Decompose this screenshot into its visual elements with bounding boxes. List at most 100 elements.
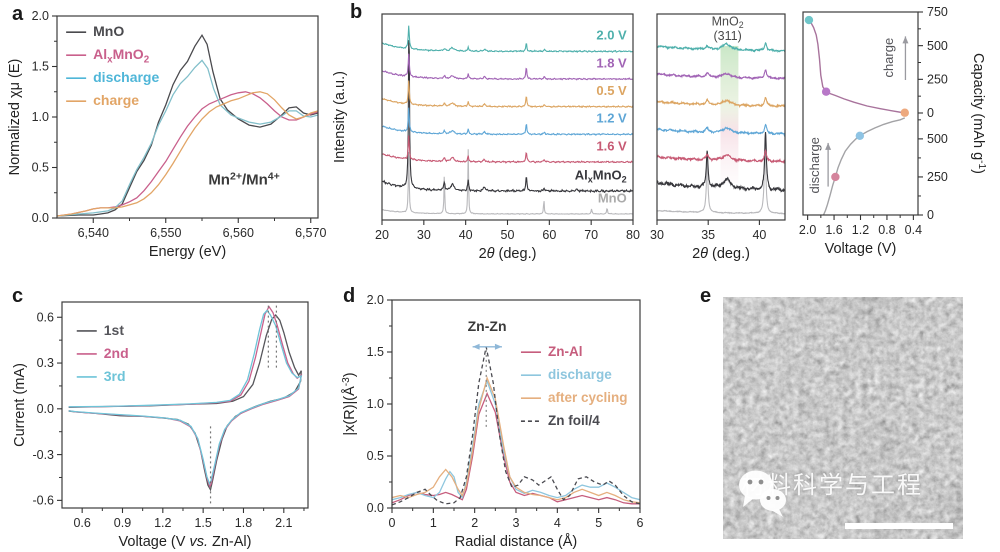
voltage-marker: [821, 87, 831, 96]
voltage-marker: [804, 15, 814, 25]
x-tick-label: 30: [417, 228, 431, 242]
x-axis-label: Voltage (V): [825, 241, 897, 257]
annotation-text: Mn2+/Mn4+: [208, 171, 279, 189]
y-tick-label: 1.0: [32, 110, 49, 124]
y-tick-label: -0.3: [32, 448, 54, 462]
plot-area: [57, 33, 318, 217]
xrd-trace: [382, 80, 633, 109]
x-tick-label: 0.4: [905, 223, 922, 237]
x-tick-label: 1.5: [194, 516, 211, 530]
arrowhead: [902, 36, 909, 44]
x-axis-label: Energy (eV): [149, 244, 226, 260]
series-line-charge: [57, 91, 318, 217]
x-tick-label: 6,570: [295, 226, 326, 240]
x-axis-label: Radial distance (Å): [455, 533, 578, 550]
x-tick-label: 1: [430, 516, 437, 530]
xrd-trace-label: 2.0 V: [596, 28, 627, 43]
wechat-icon: [739, 470, 786, 517]
plot-area: [382, 25, 633, 216]
voltage-marker: [900, 108, 909, 117]
y-right-tick-label: 250: [927, 73, 948, 87]
series-line-discharge: [392, 379, 640, 501]
x-axis-label: 2θ (deg.): [479, 246, 537, 262]
xrd-trace: [657, 123, 785, 137]
panel-b-xrd-full-chart: 2.0 V 1.8 V 0.5 V 1.2 V 1.6 V AlxMnO2 MnO 20 30 4…: [332, 13, 640, 262]
x-tick-label: 0.8: [878, 223, 895, 237]
legend-label: MnO: [93, 23, 124, 39]
capacity-curve-discharge: [822, 117, 906, 215]
scale-bar: [845, 523, 953, 529]
xrd-trace: [382, 53, 633, 81]
legend-label: AlxMnO2: [93, 46, 150, 65]
annotation-text: charge: [881, 38, 896, 78]
x-tick-label: 1.6: [825, 223, 842, 237]
legend-label: discharge: [93, 69, 159, 85]
annotation-text: Zn-Zn: [468, 318, 507, 334]
legend-label: 3rd: [104, 368, 126, 384]
panel-letter-a: a: [12, 3, 24, 25]
highlight-band: [720, 45, 739, 183]
x-tick-label: 80: [626, 228, 640, 242]
xrd-trace-label: 0.5 V: [596, 83, 627, 98]
y-axis-label-right: Capacity (mAh g-1): [970, 53, 987, 174]
y-right-tick-label: 750: [927, 5, 948, 19]
y-right-tick-label: 500: [927, 39, 948, 53]
xrd-trace: [657, 42, 785, 53]
y-axis-label: Normalized χμ (E): [7, 59, 23, 176]
panel-e-sem-image: 材料科学与工程: [723, 297, 963, 539]
x-tick-label: 0.9: [114, 516, 131, 530]
panel-a-xanes-chart: 6,540 6,550 6,560 6,570 0.0 0.5 1.0 1.5 2.0 Energ…: [7, 9, 326, 260]
legend-label: after cycling: [548, 390, 628, 405]
x-tick-label: 40: [752, 228, 766, 242]
wechat-watermark: 材料科学与工程: [735, 465, 923, 517]
series-line-3rd: [68, 309, 303, 486]
panel-letter-e: e: [700, 285, 712, 307]
xrd-trace: [382, 135, 633, 164]
x-tick-label: 50: [501, 228, 515, 242]
xrd-trace: [657, 148, 785, 164]
y-right-tick-label: 500: [927, 132, 948, 146]
arrowhead: [494, 343, 502, 350]
panel-letter-d: d: [343, 285, 356, 307]
legend-label: charge: [93, 92, 139, 108]
x-tick-label: 4: [554, 516, 561, 530]
x-tick-label: 0: [389, 516, 396, 530]
annotation-text: (311): [714, 29, 742, 43]
xrd-trace: [657, 132, 785, 193]
x-tick-label: 60: [542, 228, 556, 242]
x-axis-label: Voltage (V vs. Zn-Al): [119, 534, 252, 550]
plot-frame: [61, 301, 309, 509]
series-line-after cycling: [392, 375, 640, 504]
plot-area: [68, 305, 303, 492]
y-axis-label: |x(R)|(Å-3): [341, 372, 358, 435]
x-tick-label: 1.2: [154, 516, 171, 530]
x-tick-label: 1.2: [852, 223, 869, 237]
panel-letter-c: c: [12, 285, 24, 307]
x-tick-label: 3: [513, 516, 520, 530]
xrd-trace-label: 1.2 V: [596, 111, 627, 126]
annotation-text: MnO2: [712, 14, 744, 30]
xrd-trace: [657, 69, 785, 81]
y-tick-label: 0.0: [37, 402, 54, 416]
x-tick-label: 2.0: [799, 223, 816, 237]
xrd-trace: [657, 137, 785, 215]
x-tick-label: 0.6: [73, 516, 90, 530]
plot-area: [657, 42, 785, 215]
y-tick-label: 1.0: [367, 397, 384, 411]
y-tick-label: 0.5: [32, 161, 49, 175]
y-tick-label: 0.0: [367, 501, 384, 515]
x-tick-label: 6,540: [78, 226, 109, 240]
plot-area: [392, 346, 640, 506]
annotation-text: discharge: [807, 137, 822, 193]
plot-frame: [656, 13, 786, 221]
x-tick-label: 6,560: [223, 226, 254, 240]
y-tick-label: 2.0: [32, 9, 49, 23]
panel-c-cv-chart: 0.6 0.9 1.2 1.5 1.8 2.1 0.6 0.3 0.0 -0.3 -0.6 Volta…: [12, 301, 309, 550]
series-line-AlxMnO2: [57, 91, 318, 217]
y-tick-label: 1.5: [32, 60, 49, 74]
x-tick-label: 35: [701, 228, 715, 242]
x-tick-label: 6,550: [150, 226, 181, 240]
y-right-tick-label: 0: [927, 106, 934, 120]
